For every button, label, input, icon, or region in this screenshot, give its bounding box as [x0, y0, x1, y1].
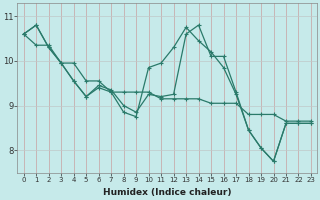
X-axis label: Humidex (Indice chaleur): Humidex (Indice chaleur): [103, 188, 232, 197]
